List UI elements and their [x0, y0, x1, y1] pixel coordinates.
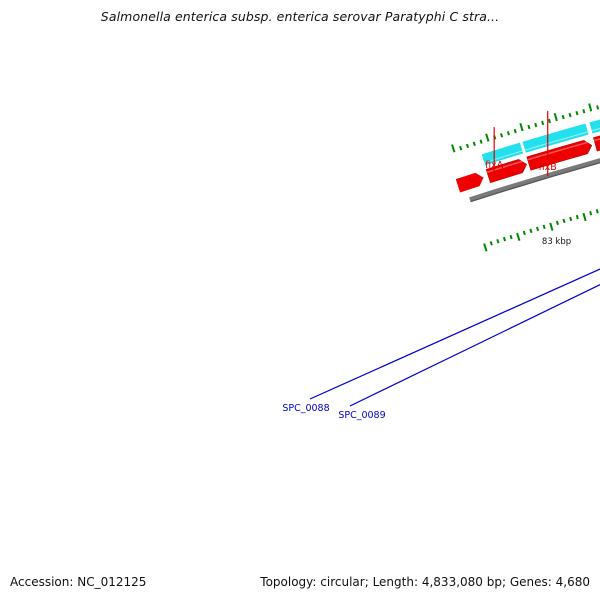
outer-tick: [596, 105, 600, 110]
kbp-tick: [496, 239, 500, 244]
genes-label: Genes:: [509, 575, 552, 589]
forward-gene-shine: [486, 160, 523, 173]
outer-tick: [519, 123, 524, 132]
outer-tick: [459, 145, 463, 151]
outer-tick: [553, 112, 558, 122]
topology-value: circular;: [320, 575, 369, 589]
kbp-tick: [516, 232, 521, 242]
kbp-tick-track: 83 kbp84 kbp85 kbp86 kbp87 kbp88 kbp89 k…: [483, 209, 599, 252]
outer-tick: [534, 122, 538, 128]
kbp-tick: [569, 216, 573, 222]
kbp-tick: [502, 236, 507, 242]
outer-tick: [575, 110, 579, 116]
accession-value: NC_012125: [77, 575, 147, 589]
forward-gene-label: fixB: [539, 162, 557, 173]
outer-tick: [451, 144, 456, 153]
cog-bar-highlight: [524, 131, 589, 151]
outer-tick: [500, 133, 504, 138]
accession-info: Accession: NC_012125: [10, 575, 146, 589]
accession-label: Accession:: [10, 575, 74, 589]
cog-bar-highlight: [483, 150, 523, 164]
backbone-line: [469, 158, 600, 203]
kbp-tick: [595, 209, 599, 214]
kbp-tick: [483, 243, 488, 252]
outer-tick: [472, 141, 476, 147]
outer-tick: [541, 120, 545, 126]
outer-tick: [588, 103, 593, 112]
kbp-tick: [529, 228, 533, 234]
forward-gene-track: [455, 135, 600, 193]
cog-track: [480, 118, 600, 166]
outer-tick: [479, 139, 483, 144]
reverse-gene-label: SPC_0089: [338, 410, 385, 421]
kbp-tick: [562, 218, 566, 224]
outer-tick: [506, 130, 510, 136]
kbp-tick: [555, 220, 559, 226]
kbp-tick: [542, 224, 546, 230]
genome-stats: Topology: circular; Length: 4,833,080 bp…: [260, 575, 590, 589]
outer-tick: [527, 124, 531, 130]
kbp-tick: [489, 241, 493, 246]
forward-gene-shine: [593, 138, 600, 142]
map-title: Salmonella enterica subsp. enterica sero…: [100, 9, 500, 24]
outer-tick: [513, 128, 517, 134]
backbone-edge: [470, 162, 600, 203]
cog-bar-highlight: [591, 128, 600, 132]
kbp-tick: [522, 230, 526, 236]
topology-label: Topology:: [260, 575, 317, 589]
label-leader-line: [309, 268, 600, 400]
outer-tick: [465, 143, 470, 149]
cog-bar: [588, 118, 600, 135]
length-value: 4,833,080 bp;: [421, 575, 507, 589]
outer-tick-track: [451, 103, 600, 153]
outer-tick: [485, 133, 490, 142]
genes-value: 4,680: [555, 575, 590, 589]
outer-tick: [547, 118, 551, 124]
kbp-tick: [549, 222, 554, 231]
forward-gene-arrow: [455, 172, 484, 193]
forward-gene-label: fixA: [485, 160, 504, 171]
forward-gene-arrow: [485, 159, 528, 184]
forward-gene-shine: [527, 141, 588, 161]
gene-label-layer: fixAfixBfixCfixXyaaUSPC_0086SPC_0087SPC_…: [282, 111, 600, 421]
kbp-tick: [575, 214, 579, 220]
kbp-label: 83 kbp: [542, 237, 571, 247]
kbp-tick: [509, 234, 513, 240]
forward-gene-arrow: [593, 135, 600, 152]
outer-tick: [561, 114, 565, 120]
kbp-tick: [535, 226, 540, 232]
kbp-tick: [582, 212, 587, 222]
length-label: Length:: [372, 575, 419, 589]
kbp-tick: [589, 211, 593, 216]
outer-tick: [568, 112, 572, 118]
label-leader-line: [349, 284, 600, 407]
reverse-gene-label: SPC_0088: [282, 403, 329, 414]
outer-tick: [582, 109, 586, 114]
